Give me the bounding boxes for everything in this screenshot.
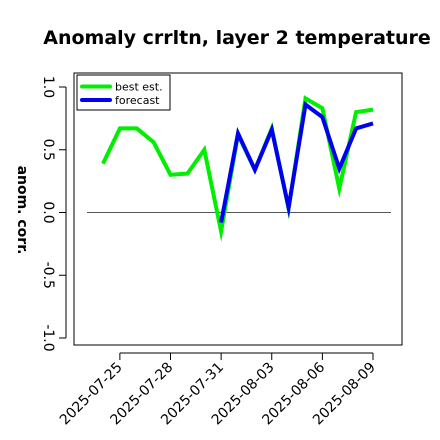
y-tick-label: 0.0 bbox=[40, 201, 56, 223]
y-axis-label: anom. corr. bbox=[14, 166, 30, 255]
series-layer bbox=[101, 95, 374, 242]
y-tick-label: 0.5 bbox=[40, 139, 56, 161]
series-line-forecast bbox=[219, 101, 374, 223]
y-tick-label: -1.0 bbox=[40, 324, 56, 351]
series-line-best-est bbox=[101, 95, 374, 242]
legend-label-forecast: forecast bbox=[115, 94, 160, 107]
x-axis: 2025-07-252025-07-282025-07-312025-08-03… bbox=[57, 352, 379, 428]
legend-label-best-est: best est. bbox=[115, 81, 163, 94]
y-tick-label: 1.0 bbox=[40, 76, 56, 98]
chart-title: Anomaly crrltn, layer 2 temperature bbox=[43, 27, 431, 49]
legend-box bbox=[76, 74, 171, 111]
plot-frame bbox=[73, 72, 403, 346]
legend: best est. forecast bbox=[76, 74, 171, 111]
y-tick-label: -0.5 bbox=[40, 262, 56, 289]
y-axis: -1.0 -0.5 0.0 0.5 1.0 bbox=[40, 76, 67, 352]
